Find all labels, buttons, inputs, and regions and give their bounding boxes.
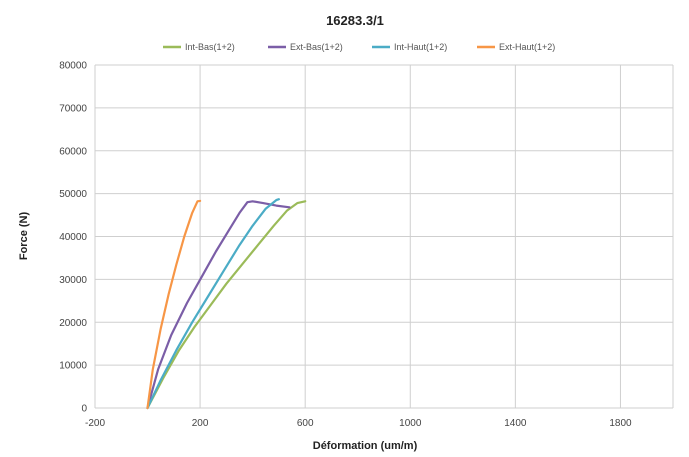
y-tick-label: 10000 xyxy=(59,361,87,372)
x-tick-label: 1000 xyxy=(399,418,422,429)
legend-label: Ext-Haut(1+2) xyxy=(499,42,555,52)
y-tick-label: 40000 xyxy=(59,232,87,243)
y-tick-label: 20000 xyxy=(59,318,87,329)
series-line-4 xyxy=(146,199,202,410)
series-lines xyxy=(146,198,307,410)
x-tick-label: -200 xyxy=(85,418,105,429)
y-axis-title: Force (N) xyxy=(18,212,30,261)
x-axis: -200 200 600 1000 1400 1800 xyxy=(85,418,632,429)
legend-label: Int-Haut(1+2) xyxy=(394,42,447,52)
series-line-2 xyxy=(146,200,291,410)
series-line-1 xyxy=(146,200,307,410)
y-tick-label: 50000 xyxy=(59,189,87,200)
x-tick-label: 1400 xyxy=(504,418,527,429)
x-tick-label: 600 xyxy=(297,418,314,429)
x-axis-title: Déformation (um/m) xyxy=(313,440,418,452)
legend: Int-Bas(1+2) Ext-Bas(1+2) Int-Haut(1+2) Ext… xyxy=(163,42,555,52)
y-tick-label: 30000 xyxy=(59,275,87,286)
chart-title: 16283.3/1 xyxy=(326,13,384,28)
x-tick-label: 200 xyxy=(192,418,209,429)
y-tick-label: 80000 xyxy=(59,61,87,72)
legend-label: Int-Bas(1+2) xyxy=(185,42,235,52)
gridlines xyxy=(94,64,674,409)
y-tick-label: 70000 xyxy=(59,103,87,114)
legend-label: Ext-Bas(1+2) xyxy=(290,42,343,52)
y-tick-label: 60000 xyxy=(59,146,87,157)
y-tick-label: 0 xyxy=(81,404,87,415)
y-axis: 0 10000 20000 30000 40000 50000 60000 70000 8000… xyxy=(59,61,87,415)
x-tick-label: 1800 xyxy=(609,418,632,429)
series-line-3 xyxy=(146,198,280,410)
